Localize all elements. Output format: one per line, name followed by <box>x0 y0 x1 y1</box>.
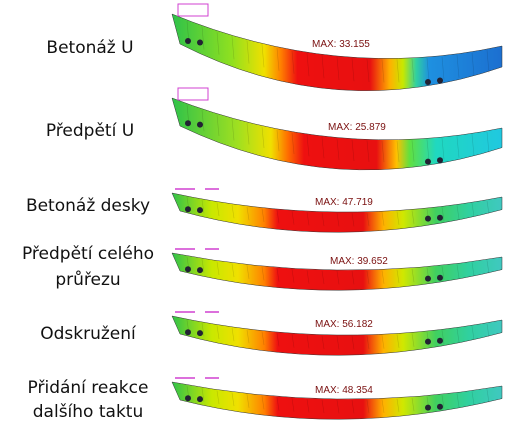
support <box>437 215 443 221</box>
load-symbol <box>178 88 208 100</box>
support <box>197 396 203 402</box>
stage-label: dalšího taktu <box>33 402 143 421</box>
support <box>197 330 203 336</box>
support <box>185 206 191 212</box>
figure: MAX: 33.155 Betonáž U MAX: 25.879 Předpětí … <box>0 0 507 421</box>
support <box>197 267 203 273</box>
support <box>185 120 191 126</box>
support <box>425 159 431 165</box>
support <box>437 275 443 281</box>
max-value: MAX: 56.182 <box>315 319 373 330</box>
max-value: MAX: 48.354 <box>315 385 373 396</box>
stage-label: Betonáž U <box>46 38 133 58</box>
support <box>197 122 203 128</box>
support <box>197 40 203 46</box>
support <box>425 405 431 411</box>
support <box>425 216 431 222</box>
support <box>437 157 443 163</box>
beam-result <box>172 14 502 91</box>
support <box>185 38 191 44</box>
support <box>425 79 431 85</box>
stage-label: Přidání reakce <box>28 378 149 398</box>
support <box>185 266 191 272</box>
max-value: MAX: 25.879 <box>328 122 386 133</box>
stage-label: Odskružení <box>40 324 137 344</box>
support <box>185 395 191 401</box>
stage-label: průřezu <box>55 270 120 290</box>
support <box>425 276 431 282</box>
support <box>437 338 443 344</box>
support <box>185 329 191 335</box>
load-symbol <box>178 4 208 16</box>
stage-label: Betonáž desky <box>26 196 150 216</box>
beam-result <box>172 98 502 170</box>
support <box>437 404 443 410</box>
support <box>197 207 203 213</box>
max-value: MAX: 33.155 <box>312 39 370 50</box>
max-value: MAX: 47.719 <box>315 197 373 208</box>
stage-label: Předpětí U <box>46 121 134 141</box>
support <box>425 339 431 345</box>
max-value: MAX: 39.652 <box>330 256 388 267</box>
support <box>437 78 443 84</box>
stage-label: Předpětí celého <box>22 244 154 264</box>
